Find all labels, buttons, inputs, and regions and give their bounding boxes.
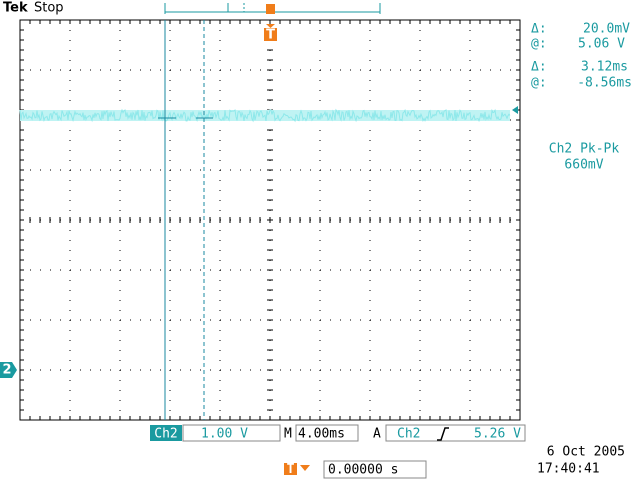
time-delta: 3.12ms [581, 60, 628, 75]
trigger-delay-icon [284, 463, 297, 475]
trigger-marker-label: T [266, 28, 275, 43]
timebase: 4.00ms [298, 427, 345, 442]
voltage-at: 5.06 V [578, 37, 625, 52]
trigger-delay: 0.00000 s [328, 463, 398, 478]
date: 6 Oct 2005 [547, 445, 625, 460]
waveform-trace [19, 108, 511, 123]
graticule-border [19, 19, 521, 421]
measurement-name: Ch2 Pk-Pk [549, 142, 620, 157]
channel-badge [150, 425, 182, 441]
status-bar: Ch2 1.00 V M 4.00ms A Ch2 5.26 V T 0.000… [150, 424, 625, 479]
timebase-label: M [284, 427, 292, 442]
trigger-mode-label: A [373, 427, 381, 442]
trigger-box [385, 424, 526, 442]
waveform [19, 108, 511, 123]
brand: Tek [3, 1, 28, 16]
channel-marker [0, 362, 17, 378]
channel-marker-label: 2 [2, 363, 11, 378]
trigger-level: 5.26 V [474, 427, 521, 442]
trigger-delay-icon-label: T [287, 462, 295, 477]
delta-label: Δ: [531, 60, 547, 75]
trigger-position-icon [266, 4, 275, 14]
trigger-level-marker [512, 106, 518, 114]
measurement-value: 660mV [564, 158, 603, 173]
acquisition-status: Stop [34, 1, 64, 16]
graticule [19, 19, 521, 421]
at-label: @: [531, 37, 547, 52]
scale-box [182, 424, 281, 442]
trigger-slope-icon [437, 427, 449, 441]
time: 17:40:41 [537, 462, 600, 477]
timebase-box [295, 424, 359, 442]
trigger-marker [264, 28, 277, 41]
cursor-readout: Δ: 20.0mV @: 5.06 V Δ: 3.12ms @: -8.56ms… [531, 22, 632, 173]
trigger-delay-box [323, 460, 427, 479]
vertical-scale: 1.00 V [201, 427, 248, 442]
time-at: -8.56ms [577, 76, 632, 91]
trigger-marker-arrow [266, 24, 275, 28]
trigger-delay-arrow [300, 465, 310, 471]
voltage-delta: 20.0mV [583, 22, 630, 37]
delta-label: Δ: [531, 22, 547, 37]
channel-label: Ch2 [154, 427, 177, 442]
trigger-channel: Ch2 [397, 427, 420, 442]
at-label: @: [531, 76, 547, 91]
